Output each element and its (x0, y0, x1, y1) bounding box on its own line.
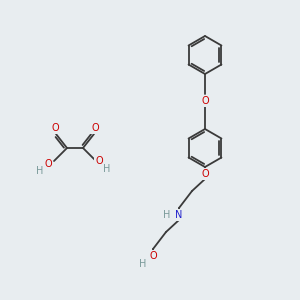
Text: O: O (44, 159, 52, 169)
Text: O: O (95, 156, 103, 166)
Text: N: N (175, 210, 183, 220)
Text: O: O (91, 123, 99, 133)
Text: H: H (139, 259, 147, 269)
Text: H: H (103, 164, 111, 174)
Text: O: O (149, 251, 157, 261)
Text: O: O (201, 169, 209, 179)
Text: O: O (51, 123, 59, 133)
Text: H: H (163, 210, 171, 220)
Text: H: H (36, 166, 44, 176)
Text: O: O (201, 96, 209, 106)
